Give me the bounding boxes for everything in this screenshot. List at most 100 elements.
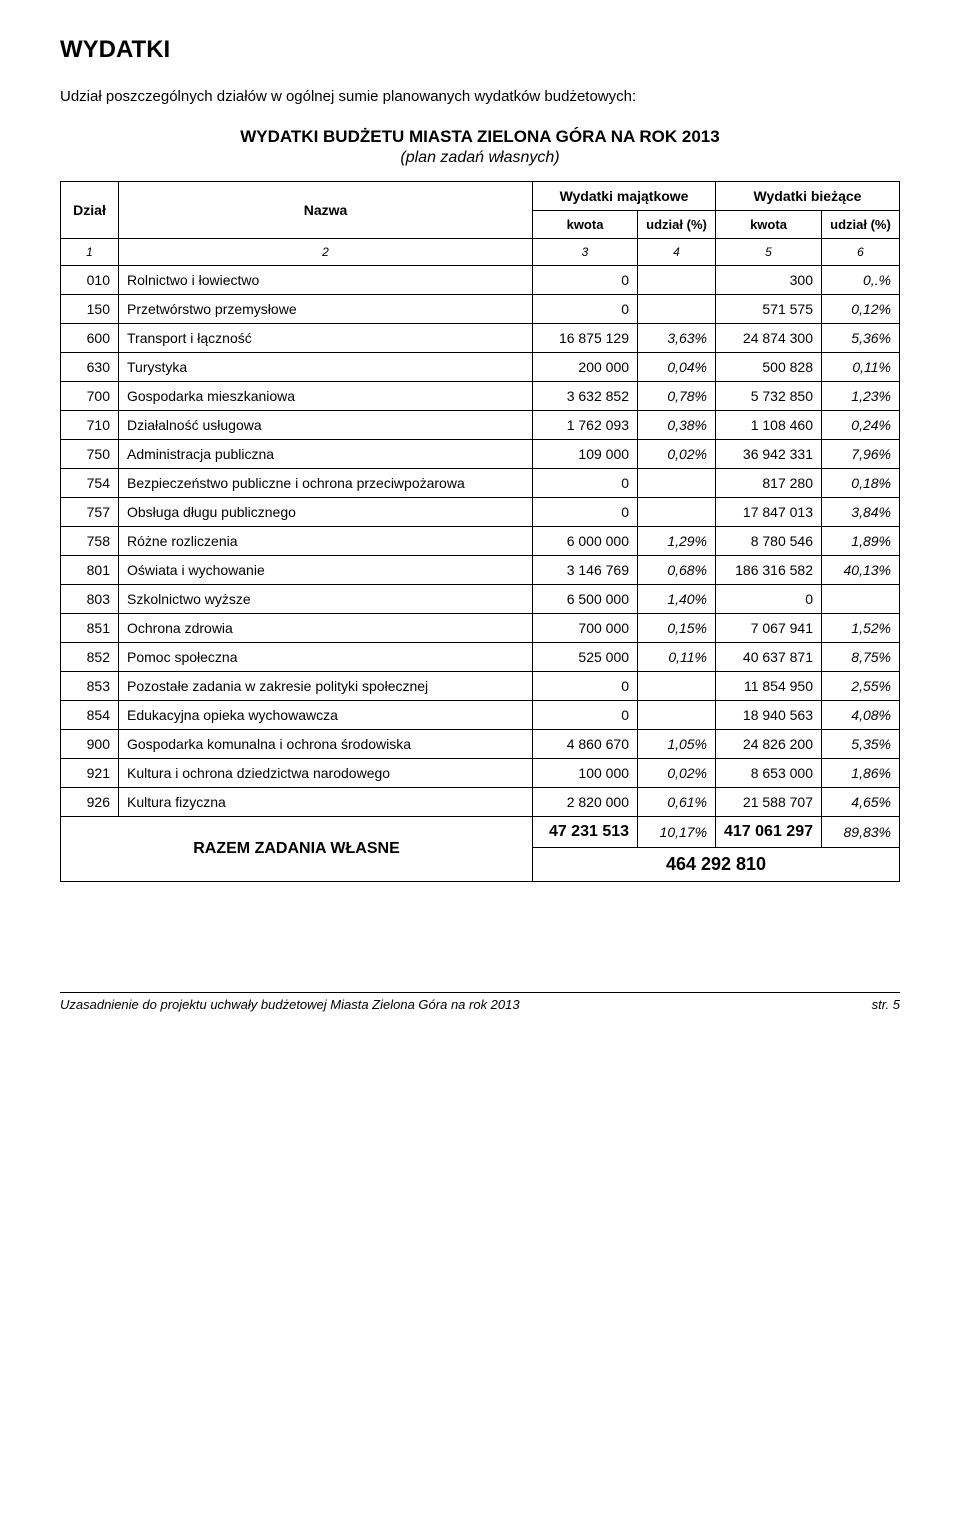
cell-kwota-biezace: 8 653 000 bbox=[716, 759, 822, 788]
cell-kwota-majatkowe: 6 500 000 bbox=[533, 585, 638, 614]
table-row: 921Kultura i ochrona dziedzictwa narodow… bbox=[61, 759, 900, 788]
table-subtitle: (plan zadań własnych) bbox=[60, 149, 900, 167]
cell-dzial: 801 bbox=[61, 556, 119, 585]
total-majatkowe-udzial: 10,17% bbox=[638, 817, 716, 848]
cell-kwota-biezace: 36 942 331 bbox=[716, 440, 822, 469]
cell-nazwa: Transport i łączność bbox=[119, 324, 533, 353]
cell-dzial: 853 bbox=[61, 672, 119, 701]
grand-total: 464 292 810 bbox=[533, 848, 900, 882]
header-kwota-2: kwota bbox=[716, 211, 822, 239]
cell-udzial-biezace: 1,23% bbox=[822, 382, 900, 411]
header-dzial: Dział bbox=[61, 182, 119, 239]
cell-udzial-majatkowe: 0,38% bbox=[638, 411, 716, 440]
cell-dzial: 854 bbox=[61, 701, 119, 730]
cell-udzial-majatkowe bbox=[638, 498, 716, 527]
cell-nazwa: Obsługa długu publicznego bbox=[119, 498, 533, 527]
cell-udzial-majatkowe bbox=[638, 295, 716, 324]
page: WYDATKI Udział poszczególnych działów w … bbox=[0, 0, 960, 1032]
table-title: WYDATKI BUDŻETU MIASTA ZIELONA GÓRA NA R… bbox=[60, 127, 900, 147]
cell-dzial: 900 bbox=[61, 730, 119, 759]
table-row: 757Obsługa długu publicznego017 847 0133… bbox=[61, 498, 900, 527]
cell-dzial: 600 bbox=[61, 324, 119, 353]
cell-nazwa: Kultura i ochrona dziedzictwa narodowego bbox=[119, 759, 533, 788]
header-biezace: Wydatki bieżące bbox=[716, 182, 900, 211]
cell-udzial-majatkowe bbox=[638, 701, 716, 730]
header-kwota-1: kwota bbox=[533, 211, 638, 239]
cell-nazwa: Pozostałe zadania w zakresie polityki sp… bbox=[119, 672, 533, 701]
table-header: Dział Nazwa Wydatki majątkowe Wydatki bi… bbox=[61, 182, 900, 266]
cell-kwota-biezace: 7 067 941 bbox=[716, 614, 822, 643]
cell-kwota-majatkowe: 2 820 000 bbox=[533, 788, 638, 817]
cell-udzial-majatkowe bbox=[638, 469, 716, 498]
cell-dzial: 150 bbox=[61, 295, 119, 324]
cell-udzial-biezace: 8,75% bbox=[822, 643, 900, 672]
table-row: 750Administracja publiczna109 0000,02%36… bbox=[61, 440, 900, 469]
cell-udzial-biezace: 2,55% bbox=[822, 672, 900, 701]
cell-nazwa: Gospodarka komunalna i ochrona środowisk… bbox=[119, 730, 533, 759]
footer-right: str. 5 bbox=[872, 997, 900, 1012]
cell-nazwa: Przetwórstwo przemysłowe bbox=[119, 295, 533, 324]
cell-udzial-biezace: 7,96% bbox=[822, 440, 900, 469]
cell-udzial-biezace: 0,.% bbox=[822, 266, 900, 295]
cell-udzial-majatkowe: 0,15% bbox=[638, 614, 716, 643]
cell-udzial-majatkowe: 0,61% bbox=[638, 788, 716, 817]
cell-dzial: 710 bbox=[61, 411, 119, 440]
cell-dzial: 750 bbox=[61, 440, 119, 469]
cell-nazwa: Bezpieczeństwo publiczne i ochrona przec… bbox=[119, 469, 533, 498]
cell-nazwa: Administracja publiczna bbox=[119, 440, 533, 469]
cell-kwota-biezace: 817 280 bbox=[716, 469, 822, 498]
cell-udzial-biezace: 40,13% bbox=[822, 556, 900, 585]
cell-kwota-majatkowe: 3 146 769 bbox=[533, 556, 638, 585]
cell-udzial-biezace: 5,36% bbox=[822, 324, 900, 353]
cell-udzial-biezace: 0,12% bbox=[822, 295, 900, 324]
header-udzial-1: udział (%) bbox=[638, 211, 716, 239]
cell-nazwa: Szkolnictwo wyższe bbox=[119, 585, 533, 614]
page-footer: Uzasadnienie do projektu uchwały budżeto… bbox=[60, 992, 900, 1012]
cell-kwota-biezace: 17 847 013 bbox=[716, 498, 822, 527]
colnum: 5 bbox=[716, 239, 822, 266]
cell-kwota-majatkowe: 6 000 000 bbox=[533, 527, 638, 556]
cell-udzial-biezace: 1,52% bbox=[822, 614, 900, 643]
cell-nazwa: Działalność usługowa bbox=[119, 411, 533, 440]
cell-kwota-majatkowe: 700 000 bbox=[533, 614, 638, 643]
table-row: 150Przetwórstwo przemysłowe0571 5750,12% bbox=[61, 295, 900, 324]
cell-nazwa: Różne rozliczenia bbox=[119, 527, 533, 556]
cell-udzial-majatkowe bbox=[638, 672, 716, 701]
page-title: WYDATKI bbox=[60, 36, 900, 64]
table-row: 803Szkolnictwo wyższe6 500 0001,40%0 bbox=[61, 585, 900, 614]
cell-kwota-biezace: 40 637 871 bbox=[716, 643, 822, 672]
cell-kwota-majatkowe: 0 bbox=[533, 498, 638, 527]
cell-udzial-biezace bbox=[822, 585, 900, 614]
cell-udzial-majatkowe: 1,29% bbox=[638, 527, 716, 556]
table-row: 852Pomoc społeczna525 0000,11%40 637 871… bbox=[61, 643, 900, 672]
cell-udzial-biezace: 0,11% bbox=[822, 353, 900, 382]
cell-nazwa: Ochrona zdrowia bbox=[119, 614, 533, 643]
table-row: 853Pozostałe zadania w zakresie polityki… bbox=[61, 672, 900, 701]
cell-nazwa: Oświata i wychowanie bbox=[119, 556, 533, 585]
cell-dzial: 851 bbox=[61, 614, 119, 643]
table-row: 854Edukacyjna opieka wychowawcza018 940 … bbox=[61, 701, 900, 730]
total-biezace-udzial: 89,83% bbox=[822, 817, 900, 848]
subtitle-paragraph: Udział poszczególnych działów w ogólnej … bbox=[60, 88, 900, 105]
footer-left: Uzasadnienie do projektu uchwały budżeto… bbox=[60, 997, 520, 1012]
cell-kwota-biezace: 186 316 582 bbox=[716, 556, 822, 585]
budget-table: Dział Nazwa Wydatki majątkowe Wydatki bi… bbox=[60, 181, 900, 882]
cell-udzial-majatkowe: 0,78% bbox=[638, 382, 716, 411]
cell-kwota-majatkowe: 200 000 bbox=[533, 353, 638, 382]
table-row: 600Transport i łączność16 875 1293,63%24… bbox=[61, 324, 900, 353]
cell-kwota-majatkowe: 16 875 129 bbox=[533, 324, 638, 353]
table-row: 900Gospodarka komunalna i ochrona środow… bbox=[61, 730, 900, 759]
cell-dzial: 757 bbox=[61, 498, 119, 527]
cell-dzial: 700 bbox=[61, 382, 119, 411]
cell-dzial: 852 bbox=[61, 643, 119, 672]
table-row: 010Rolnictwo i łowiectwo03000,.% bbox=[61, 266, 900, 295]
cell-kwota-biezace: 11 854 950 bbox=[716, 672, 822, 701]
cell-udzial-majatkowe: 0,68% bbox=[638, 556, 716, 585]
colnum: 1 bbox=[61, 239, 119, 266]
cell-kwota-majatkowe: 100 000 bbox=[533, 759, 638, 788]
cell-udzial-majatkowe: 0,02% bbox=[638, 759, 716, 788]
cell-kwota-biezace: 8 780 546 bbox=[716, 527, 822, 556]
cell-udzial-biezace: 4,08% bbox=[822, 701, 900, 730]
cell-kwota-majatkowe: 3 632 852 bbox=[533, 382, 638, 411]
cell-kwota-biezace: 571 575 bbox=[716, 295, 822, 324]
